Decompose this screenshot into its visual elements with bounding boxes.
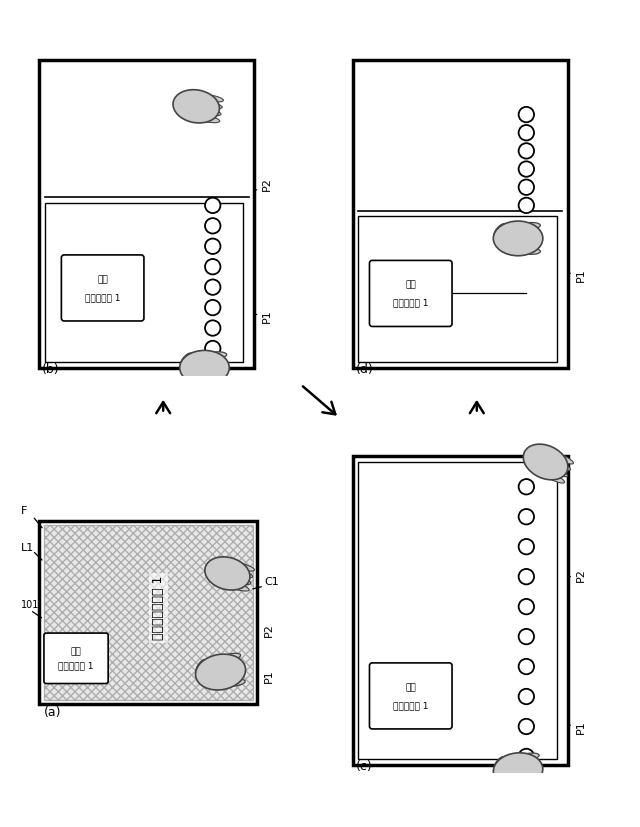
Text: P2: P2 (264, 624, 274, 638)
Text: 基点: 基点 (405, 280, 416, 289)
Ellipse shape (205, 341, 220, 356)
Bar (358, 462, 557, 759)
Ellipse shape (218, 653, 241, 662)
FancyBboxPatch shape (44, 633, 108, 684)
Ellipse shape (518, 629, 534, 644)
Ellipse shape (524, 444, 568, 480)
Bar (40, 60, 254, 368)
Ellipse shape (205, 351, 227, 359)
Ellipse shape (518, 198, 534, 213)
Ellipse shape (518, 143, 534, 159)
Bar (44, 525, 253, 700)
Ellipse shape (518, 569, 534, 585)
Ellipse shape (493, 757, 506, 772)
Ellipse shape (518, 247, 540, 255)
Bar (45, 203, 243, 362)
Ellipse shape (517, 753, 539, 761)
Ellipse shape (518, 509, 534, 524)
Ellipse shape (195, 115, 220, 122)
Ellipse shape (195, 654, 246, 690)
Ellipse shape (205, 238, 220, 254)
FancyBboxPatch shape (61, 255, 144, 321)
FancyBboxPatch shape (369, 261, 452, 327)
Ellipse shape (518, 222, 540, 230)
Text: (a): (a) (44, 705, 61, 719)
Ellipse shape (518, 479, 534, 495)
Text: 基点: 基点 (405, 683, 416, 692)
Ellipse shape (227, 576, 251, 585)
Ellipse shape (518, 179, 534, 195)
Text: コンテンツ 1: コンテンツ 1 (393, 299, 429, 308)
FancyBboxPatch shape (369, 663, 452, 729)
Ellipse shape (196, 108, 221, 116)
Ellipse shape (205, 376, 227, 384)
Ellipse shape (518, 762, 540, 769)
Ellipse shape (225, 582, 249, 591)
Text: P2: P2 (262, 177, 272, 191)
Ellipse shape (518, 231, 540, 237)
Text: P1: P1 (576, 268, 586, 282)
Ellipse shape (547, 458, 570, 471)
Text: P1: P1 (264, 670, 274, 683)
Ellipse shape (180, 353, 193, 367)
Ellipse shape (221, 671, 244, 678)
Ellipse shape (205, 557, 250, 590)
Ellipse shape (550, 452, 573, 464)
Ellipse shape (205, 198, 220, 213)
Ellipse shape (494, 223, 507, 238)
Ellipse shape (198, 94, 223, 102)
Ellipse shape (518, 748, 534, 764)
Ellipse shape (205, 218, 220, 233)
Text: P2: P2 (576, 568, 586, 582)
Ellipse shape (205, 259, 220, 275)
Ellipse shape (518, 161, 534, 177)
Text: P1: P1 (576, 720, 586, 734)
Ellipse shape (519, 778, 541, 785)
Text: (c): (c) (356, 760, 372, 773)
Ellipse shape (518, 107, 534, 122)
Text: 101: 101 (21, 600, 40, 609)
Ellipse shape (518, 539, 534, 554)
Ellipse shape (518, 659, 534, 674)
Ellipse shape (493, 753, 543, 787)
Ellipse shape (205, 320, 220, 336)
Text: C1: C1 (264, 577, 279, 587)
Ellipse shape (205, 280, 220, 295)
Text: 基点コンテンツ 1: 基点コンテンツ 1 (152, 576, 165, 640)
Ellipse shape (223, 679, 245, 686)
Ellipse shape (544, 465, 568, 476)
Text: F: F (21, 506, 28, 516)
Ellipse shape (220, 662, 242, 670)
Ellipse shape (230, 562, 255, 571)
Text: (b): (b) (42, 363, 60, 376)
Ellipse shape (518, 599, 534, 614)
Ellipse shape (197, 102, 222, 109)
Bar (353, 60, 568, 368)
Text: (d): (d) (356, 363, 374, 376)
Bar (358, 217, 557, 362)
Bar (353, 457, 568, 765)
Text: コンテンツ 1: コンテンツ 1 (393, 701, 429, 710)
Ellipse shape (518, 689, 534, 705)
Ellipse shape (541, 471, 564, 483)
Text: コンテンツ 1: コンテンツ 1 (85, 293, 120, 302)
Ellipse shape (518, 125, 534, 141)
Text: L1: L1 (21, 543, 35, 552)
Text: コンテンツ 1: コンテンツ 1 (58, 662, 94, 671)
Text: 基点: 基点 (97, 275, 108, 284)
Bar (40, 521, 257, 704)
Text: P1: P1 (262, 309, 272, 323)
Ellipse shape (228, 569, 253, 578)
Ellipse shape (518, 719, 534, 734)
Ellipse shape (493, 221, 543, 256)
Ellipse shape (196, 660, 207, 676)
Ellipse shape (518, 239, 540, 246)
Text: 基点: 基点 (70, 647, 81, 656)
Ellipse shape (205, 360, 227, 367)
Ellipse shape (205, 300, 220, 315)
Ellipse shape (518, 770, 541, 777)
Ellipse shape (173, 89, 220, 123)
Ellipse shape (180, 351, 229, 385)
Ellipse shape (205, 369, 227, 375)
